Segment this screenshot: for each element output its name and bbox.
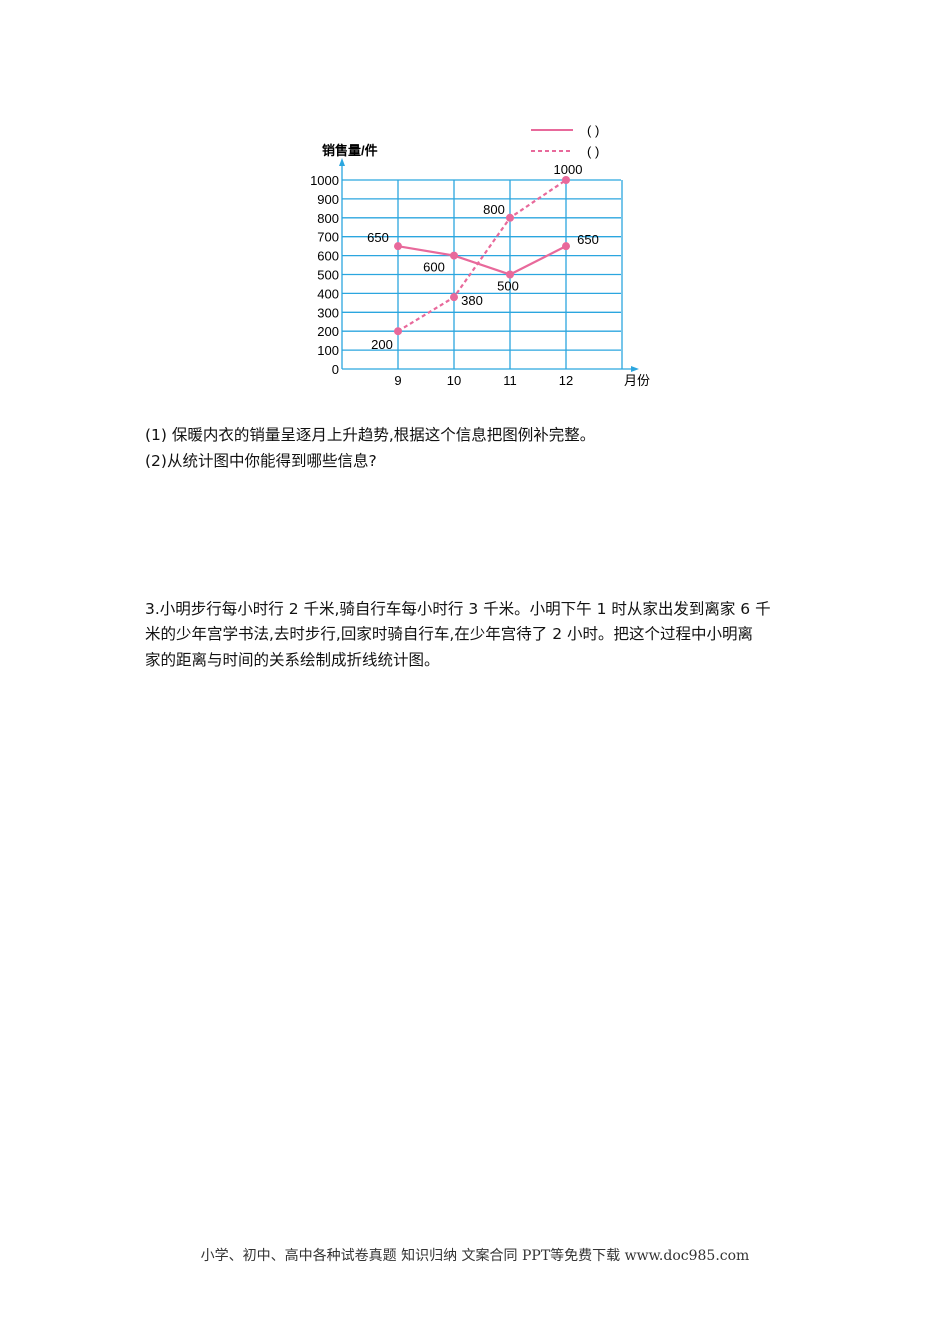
data-label: 800 (483, 202, 505, 217)
data-label: 600 (423, 260, 445, 275)
data-label: 1000 (554, 162, 583, 177)
data-point (506, 270, 514, 279)
x-tick-label: 9 (394, 373, 401, 388)
y-tick-label: 200 (317, 324, 339, 339)
data-point (394, 242, 402, 251)
question-3-line-1: 3.小明步行每小时行 2 千米,骑自行车每小时行 3 千米。小明下午 1 时从家… (145, 600, 771, 618)
question-2: (2)从统计图中你能得到哪些信息? (145, 452, 377, 470)
data-point (394, 327, 402, 336)
series-line-dashed (397, 179, 567, 333)
x-axis-arrow (631, 366, 639, 372)
question-3-line-2: 米的少年宫学书法,去时步行,回家时骑自行车,在少年宫待了 2 小时。把这个过程中… (145, 625, 753, 643)
y-tick-label: 600 (317, 249, 339, 264)
series-line-solid (397, 245, 567, 276)
y-tick-label: 500 (317, 268, 339, 283)
data-point (450, 251, 458, 260)
data-label: 650 (577, 232, 599, 247)
y-axis-arrow (339, 158, 345, 166)
data-label: 650 (367, 230, 389, 245)
y-tick-label: 0 (332, 362, 339, 377)
y-tick-label: 700 (317, 230, 339, 245)
data-point (506, 213, 514, 222)
y-tick-label: 900 (317, 192, 339, 207)
data-label: 200 (371, 337, 393, 352)
data-point (450, 293, 458, 302)
line-chart: 0 100 200 300 400 500 600 700 800 900 1000 9 10 11 12 月… (310, 123, 650, 388)
x-tick-label: 11 (503, 373, 517, 388)
question-1: (1) 保暖内衣的销量呈逐月上升趋势,根据这个信息把图例补完整。 (145, 426, 596, 444)
y-axis-label: 销售量/件 (322, 143, 378, 158)
data-point (562, 242, 570, 251)
question-3-line-3: 家的距离与时间的关系绘制成折线统计图。 (145, 651, 440, 669)
y-tick-label: 1000 (310, 173, 339, 188)
x-tick-label: 10 (447, 373, 461, 388)
y-tick-label: 300 (317, 305, 339, 320)
footer: 小学、初中、高中各种试卷真题 知识归纳 文案合同 PPT等免费下载 www.do… (200, 1248, 750, 1264)
x-tick-label: 12 (559, 373, 573, 388)
x-axis-label: 月份 (624, 373, 650, 388)
data-label: 500 (497, 279, 519, 294)
legend-label: ( ) (587, 144, 599, 159)
y-tick-label: 800 (317, 211, 339, 226)
y-tick-label: 400 (317, 286, 339, 301)
y-tick-label: 100 (317, 343, 339, 358)
data-label: 380 (461, 293, 483, 308)
data-point (562, 176, 570, 184)
legend-label: ( ) (587, 123, 599, 138)
